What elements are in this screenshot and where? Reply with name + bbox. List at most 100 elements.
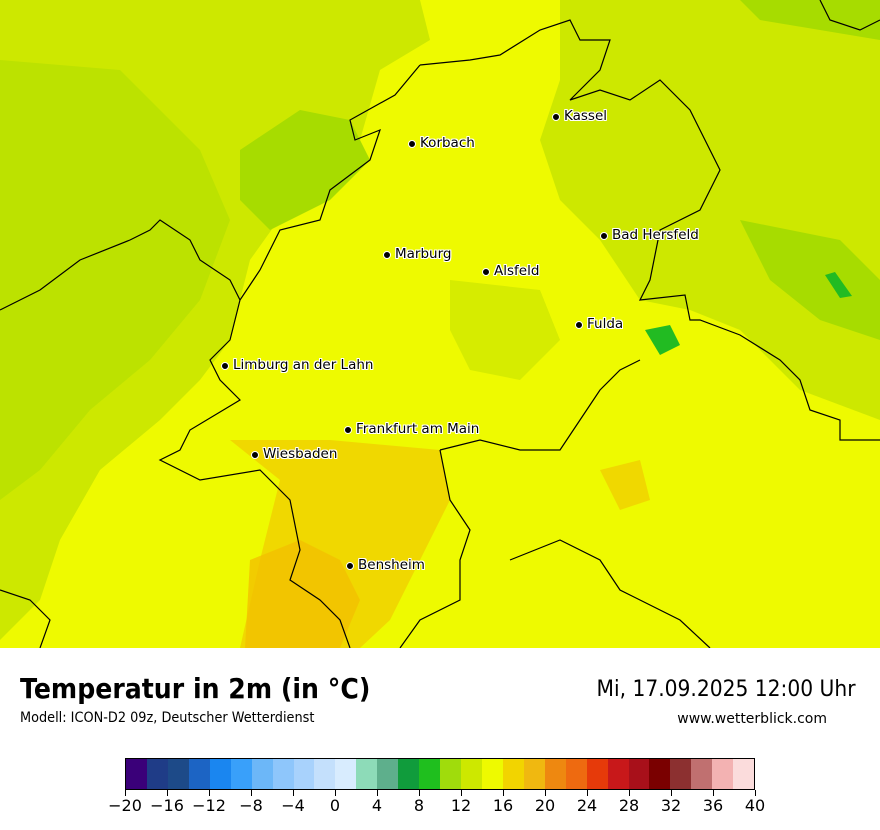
rhine-orange-region bbox=[245, 540, 360, 648]
city-dot-icon bbox=[575, 321, 583, 329]
colorbar-tick-label: 4 bbox=[371, 796, 383, 815]
colorbar-segment bbox=[314, 759, 336, 789]
city-dot-icon bbox=[251, 451, 259, 459]
colorbar-segment bbox=[712, 759, 734, 789]
colorbar-tick-label: 28 bbox=[618, 796, 640, 815]
colorbar bbox=[125, 758, 755, 790]
colorbar-segment bbox=[461, 759, 482, 789]
rhoen-dark-2 bbox=[825, 272, 852, 298]
colorbar-tick bbox=[671, 790, 672, 796]
south-warm-patch bbox=[600, 460, 650, 510]
city-label: Marburg bbox=[395, 246, 452, 262]
colorbar-tick bbox=[335, 790, 336, 796]
colorbar-tick bbox=[713, 790, 714, 796]
city-dot-icon bbox=[221, 362, 229, 370]
rhoen-green bbox=[740, 220, 880, 340]
colorbar-segment bbox=[398, 759, 420, 789]
colorbar-segment bbox=[523, 759, 545, 789]
colorbar-segment bbox=[230, 759, 252, 789]
colorbar-segment bbox=[335, 759, 357, 789]
state-border-frankfurt bbox=[439, 359, 641, 451]
vogelsberg-green bbox=[450, 280, 560, 380]
colorbar-tick bbox=[125, 790, 126, 796]
colorbar-tick bbox=[545, 790, 546, 796]
colorbar-tick bbox=[419, 790, 420, 796]
city-dot-icon bbox=[383, 251, 391, 259]
colorbar-segment bbox=[586, 759, 608, 789]
city-dot-icon bbox=[408, 140, 416, 148]
city-dot-icon bbox=[552, 113, 560, 121]
colorbar-tick-label: −16 bbox=[150, 796, 184, 815]
city-label: Kassel bbox=[564, 108, 608, 124]
city-dot-icon bbox=[346, 562, 354, 570]
colorbar-tick bbox=[629, 790, 630, 796]
colorbar-tick-label: −12 bbox=[192, 796, 226, 815]
city-dot-icon bbox=[482, 268, 490, 276]
state-border-west bbox=[0, 219, 241, 311]
colorbar-segment bbox=[272, 759, 294, 789]
city-label: Fulda bbox=[587, 316, 624, 332]
colorbar-tick-label: 0 bbox=[329, 796, 341, 815]
colorbar-segment bbox=[733, 759, 755, 789]
colorbar-tick bbox=[167, 790, 168, 796]
colorbar-segment bbox=[419, 759, 441, 789]
colorbar-tick bbox=[293, 790, 294, 796]
colorbar-tick bbox=[377, 790, 378, 796]
colorbar-tick-label: −4 bbox=[281, 796, 305, 815]
state-border-hesse-south bbox=[399, 449, 711, 648]
state-border-hesse-west bbox=[158, 64, 421, 648]
city-dot-icon bbox=[344, 426, 352, 434]
colorbar-segment bbox=[691, 759, 713, 789]
colorbar-tick-label: 12 bbox=[450, 796, 472, 815]
city-label: Bad Hersfeld bbox=[612, 227, 699, 243]
city-label: Frankfurt am Main bbox=[356, 421, 480, 437]
colorbar-tick bbox=[251, 790, 252, 796]
colorbar-segment bbox=[544, 759, 566, 789]
map-panel: Kassel Korbach Bad Hersfeld Marburg Alsf… bbox=[0, 0, 880, 648]
city-dot-icon bbox=[600, 232, 608, 240]
north-green bbox=[740, 0, 880, 40]
city-label: Wiesbaden bbox=[263, 446, 338, 462]
model-source: Modell: ICON-D2 09z, Deutscher Wetterdie… bbox=[20, 710, 315, 726]
colorbar-segment bbox=[356, 759, 378, 789]
state-border-northeast bbox=[819, 0, 880, 31]
valid-time: Mi, 17.09.2025 12:00 Uhr bbox=[596, 677, 856, 702]
colorbar-segment bbox=[126, 759, 147, 789]
colorbar-tick bbox=[755, 790, 756, 796]
colorbar-segment bbox=[670, 759, 692, 789]
colorbar-segment bbox=[502, 759, 524, 789]
colorbar-tick-label: 16 bbox=[492, 796, 514, 815]
colorbar-segment bbox=[251, 759, 273, 789]
state-border-hesse bbox=[419, 19, 880, 441]
colorbar-segment bbox=[146, 759, 168, 789]
colorbar-segment bbox=[377, 759, 399, 789]
colorbar-tick-label: 20 bbox=[534, 796, 556, 815]
state-border-southwest bbox=[0, 589, 51, 648]
colorbar-segment bbox=[628, 759, 650, 789]
colorbar-tick-label: 32 bbox=[660, 796, 682, 815]
colorbar-segment bbox=[481, 759, 503, 789]
city-label: Bensheim bbox=[358, 557, 425, 573]
colorbar-segment bbox=[649, 759, 671, 789]
west-green-region bbox=[0, 60, 230, 500]
city-label: Alsfeld bbox=[494, 263, 540, 279]
colorbar-segment bbox=[565, 759, 587, 789]
colorbar-tick-label: 24 bbox=[576, 796, 598, 815]
colorbar-tick-label: 8 bbox=[413, 796, 425, 815]
northeast-cool-region bbox=[540, 0, 880, 420]
website-url: www.wetterblick.com bbox=[677, 711, 827, 727]
rothaar-green bbox=[240, 110, 370, 230]
colorbar-tick-label: 36 bbox=[702, 796, 724, 815]
colorbar-tick-label: −20 bbox=[108, 796, 142, 815]
temperature-field-map bbox=[0, 0, 880, 648]
rhoen-dark bbox=[645, 325, 680, 355]
colorbar-tick-label: −8 bbox=[239, 796, 263, 815]
colorbar-tick bbox=[209, 790, 210, 796]
colorbar-segment bbox=[209, 759, 231, 789]
map-title: Temperatur in 2m (in °C) bbox=[20, 672, 371, 705]
colorbar-tick bbox=[587, 790, 588, 796]
colorbar-tick bbox=[503, 790, 504, 796]
city-label: Limburg an der Lahn bbox=[233, 357, 374, 373]
colorbar-tick bbox=[461, 790, 462, 796]
colorbar-segment bbox=[607, 759, 629, 789]
